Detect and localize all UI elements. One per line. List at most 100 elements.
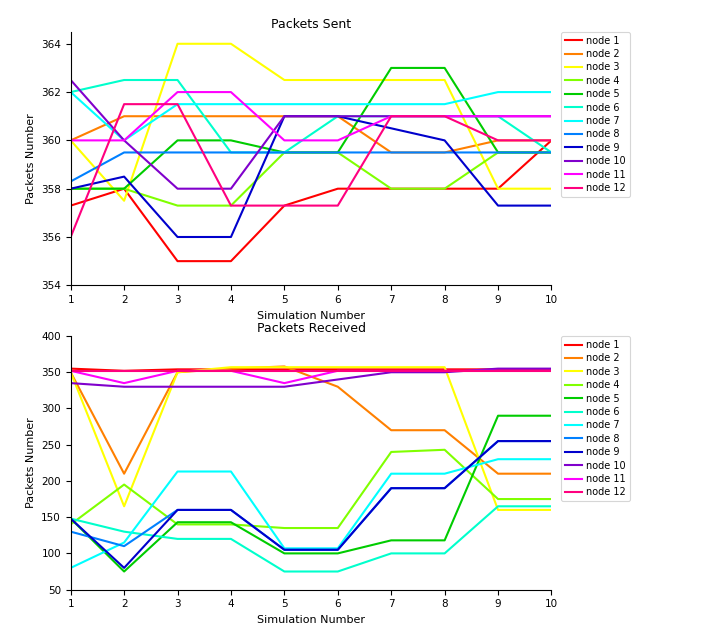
node 8 <box>66 528 75 536</box>
node 9 <box>547 202 556 209</box>
node 5 <box>280 550 288 557</box>
node 6 <box>387 550 395 557</box>
node 3 <box>66 368 75 376</box>
node 11 <box>280 379 288 387</box>
node 8 <box>387 484 395 492</box>
node 8 <box>334 148 342 156</box>
node 4 <box>440 446 449 453</box>
node 4 <box>387 448 395 456</box>
node 11 <box>387 112 395 120</box>
node 5 <box>334 148 342 156</box>
X-axis label: Simulation Number: Simulation Number <box>257 311 365 321</box>
node 2 <box>227 112 235 120</box>
node 10 <box>493 112 502 120</box>
node 3 <box>227 40 235 48</box>
node 9 <box>440 136 449 144</box>
node 9 <box>387 124 395 132</box>
node 3 <box>120 503 129 510</box>
Line: node 7: node 7 <box>71 92 551 140</box>
node 10 <box>280 383 288 391</box>
node 3 <box>120 197 129 205</box>
node 10 <box>387 112 395 120</box>
node 1 <box>547 136 556 144</box>
Title: Packets Sent: Packets Sent <box>271 18 351 30</box>
node 1 <box>440 185 449 193</box>
node 10 <box>173 185 182 193</box>
node 11 <box>440 367 449 375</box>
node 4 <box>280 148 288 156</box>
node 9 <box>387 484 395 492</box>
node 8 <box>173 506 182 514</box>
node 12 <box>547 136 556 144</box>
node 12 <box>120 100 129 108</box>
node 9 <box>280 546 288 553</box>
node 6 <box>120 76 129 84</box>
node 6 <box>280 567 288 575</box>
node 5 <box>440 536 449 544</box>
node 2 <box>493 470 502 477</box>
node 9 <box>547 437 556 445</box>
Line: node 3: node 3 <box>71 367 551 510</box>
node 9 <box>334 546 342 553</box>
node 11 <box>280 136 288 144</box>
node 5 <box>173 519 182 526</box>
Line: node 12: node 12 <box>71 104 551 237</box>
Line: node 11: node 11 <box>71 371 551 383</box>
node 5 <box>547 148 556 156</box>
node 1 <box>120 185 129 193</box>
node 11 <box>387 367 395 375</box>
Line: node 11: node 11 <box>71 92 551 140</box>
node 11 <box>173 367 182 375</box>
node 2 <box>547 470 556 477</box>
node 2 <box>66 136 75 144</box>
node 7 <box>493 455 502 463</box>
node 5 <box>387 536 395 544</box>
node 8 <box>547 148 556 156</box>
Legend: node 1, node 2, node 3, node 4, node 5, node 6, node 7, node 8, node 9, node 10,: node 1, node 2, node 3, node 4, node 5, … <box>561 32 630 197</box>
node 6 <box>547 148 556 156</box>
node 12 <box>227 367 235 375</box>
node 6 <box>173 535 182 543</box>
node 7 <box>120 539 129 547</box>
node 8 <box>334 546 342 553</box>
node 12 <box>173 367 182 375</box>
node 9 <box>173 233 182 241</box>
node 4 <box>66 185 75 193</box>
Line: node 4: node 4 <box>71 152 551 205</box>
node 5 <box>66 185 75 193</box>
Y-axis label: Packets Number: Packets Number <box>25 113 35 204</box>
node 4 <box>280 524 288 532</box>
node 7 <box>547 455 556 463</box>
node 1 <box>440 366 449 373</box>
node 5 <box>493 148 502 156</box>
node 9 <box>334 112 342 120</box>
node 10 <box>66 379 75 387</box>
X-axis label: Simulation Number: Simulation Number <box>257 615 365 625</box>
node 10 <box>227 185 235 193</box>
node 1 <box>493 366 502 373</box>
node 10 <box>547 365 556 372</box>
node 1 <box>334 185 342 193</box>
node 8 <box>493 148 502 156</box>
node 11 <box>227 367 235 375</box>
node 9 <box>173 506 182 514</box>
node 11 <box>547 367 556 375</box>
node 9 <box>493 202 502 209</box>
node 6 <box>227 535 235 543</box>
node 1 <box>120 367 129 375</box>
node 8 <box>493 437 502 445</box>
node 8 <box>440 484 449 492</box>
node 3 <box>280 76 288 84</box>
node 10 <box>120 383 129 391</box>
node 2 <box>173 368 182 376</box>
node 2 <box>120 470 129 477</box>
node 5 <box>173 136 182 144</box>
node 1 <box>173 366 182 373</box>
node 5 <box>120 185 129 193</box>
node 8 <box>227 148 235 156</box>
node 3 <box>227 363 235 371</box>
Line: node 1: node 1 <box>71 368 551 371</box>
node 5 <box>227 519 235 526</box>
node 6 <box>387 112 395 120</box>
node 11 <box>493 367 502 375</box>
